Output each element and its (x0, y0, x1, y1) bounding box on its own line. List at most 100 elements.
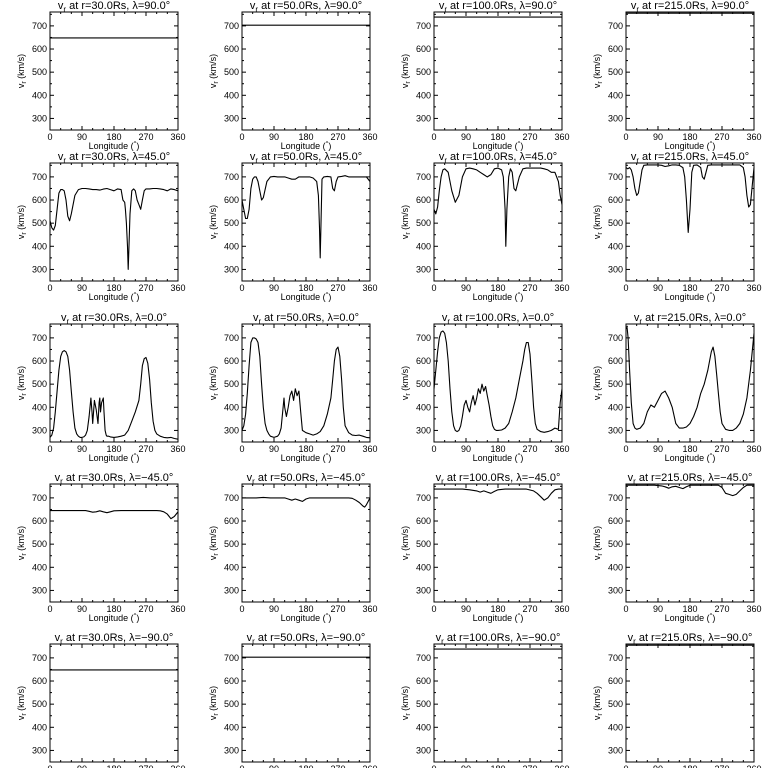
subplot-title-rest: at r=50.0Rs, λ=45.0° (258, 151, 362, 163)
y-tick-label: 700 (608, 493, 623, 503)
x-axis-label-unit: ° (710, 452, 713, 460)
x-axis-label-main: Longitude ( (473, 292, 518, 302)
y-axis-label-sub: r (597, 232, 604, 235)
series-line (242, 496, 371, 508)
x-axis-label-close: ) (520, 141, 523, 151)
subplot-title-sub: r (636, 5, 639, 14)
x-tick-label: 360 (362, 132, 377, 142)
subplot-title: vr at r=100.0Rs, λ=45.0° (439, 151, 557, 165)
x-axis-label: Longitude (°) (473, 140, 524, 151)
y-axis-label: vr (km/s) (592, 205, 604, 239)
y-axis-label-rest: (km/s) (592, 526, 602, 554)
x-tick-label: 360 (362, 283, 377, 293)
x-tick-label: 180 (298, 283, 313, 293)
y-tick-label: 700 (224, 653, 239, 663)
series-line (49, 187, 179, 270)
subplot-title-rest: at r=50.0Rs, λ=0.0° (261, 312, 359, 324)
y-tick-label: 400 (32, 722, 47, 732)
y-tick-label: 400 (32, 241, 47, 251)
x-tick-label: 0 (431, 132, 436, 142)
y-tick-label: 300 (224, 745, 239, 755)
y-tick-label: 400 (416, 241, 431, 251)
y-axis-label: vr (km/s) (16, 686, 28, 720)
x-tick-label: 90 (269, 604, 279, 614)
series-line (50, 510, 179, 520)
y-axis-label: vr (km/s) (208, 686, 220, 720)
y-tick-label: 300 (416, 745, 431, 755)
y-axis-label-rest: (km/s) (16, 526, 26, 554)
x-tick-label: 360 (746, 764, 761, 768)
y-axis-label-rest: (km/s) (592, 366, 602, 394)
subplot-2-2: vr at r=50.0Rs, λ=45.0°0 90 180 270 36030040… (208, 151, 378, 302)
y-tick-label: 400 (224, 241, 239, 251)
y-axis-label-sub: r (597, 553, 604, 556)
y-axis-label-rest: (km/s) (208, 526, 218, 554)
plot-frame (433, 162, 563, 282)
x-axis-label-unit: ° (518, 612, 521, 620)
subplot-title-sub: r (60, 637, 63, 646)
x-axis-label: Longitude (°) (473, 612, 524, 623)
subplot-title: vr at r=30.0Rs, λ=90.0° (58, 0, 170, 14)
y-tick-label: 700 (608, 21, 623, 31)
x-axis-label-main: Longitude ( (281, 141, 326, 151)
y-tick-label: 500 (416, 699, 431, 709)
x-tick-label: 270 (714, 283, 729, 293)
x-axis-label: Longitude (°) (473, 291, 524, 302)
x-tick-label: 270 (522, 132, 537, 142)
plot-frame (49, 323, 179, 443)
x-axis-label: Longitude (°) (281, 452, 332, 463)
y-tick-label: 400 (608, 402, 623, 412)
y-tick-label: 300 (608, 745, 623, 755)
y-tick-label: 600 (224, 356, 239, 366)
x-axis-label-main: Longitude ( (473, 613, 518, 623)
x-tick-label: 180 (682, 283, 697, 293)
plot-frame (433, 11, 563, 131)
x-axis-label: Longitude (°) (89, 612, 140, 623)
y-axis-label: vr (km/s) (16, 205, 28, 239)
x-tick-label: 0 (431, 604, 436, 614)
y-tick-label: 500 (416, 218, 431, 228)
x-tick-label: 270 (522, 764, 537, 768)
x-axis-label-close: ) (136, 453, 139, 463)
y-tick-label: 400 (608, 241, 623, 251)
y-tick-label: 700 (32, 21, 47, 31)
y-tick-label: 300 (416, 425, 431, 435)
x-tick-label: 180 (106, 604, 121, 614)
x-axis-label-unit: ° (134, 452, 137, 460)
series-line (433, 330, 563, 433)
x-tick-label: 90 (461, 132, 471, 142)
series-line (434, 488, 562, 501)
subplot-title-main: v (634, 312, 640, 324)
y-tick-label: 400 (416, 722, 431, 732)
subplot-title-rest: at r=50.0Rs, λ=90.0° (258, 0, 362, 12)
y-axis-label-sub: r (405, 232, 412, 235)
x-axis-label-close: ) (712, 453, 715, 463)
x-tick-label: 90 (269, 283, 279, 293)
y-tick-label: 600 (32, 195, 47, 205)
x-tick-label: 180 (106, 444, 121, 454)
x-tick-label: 90 (461, 444, 471, 454)
x-tick-label: 180 (106, 283, 121, 293)
subplot-title: vr at r=215.0Rs, λ=45.0° (631, 151, 749, 165)
x-axis-label: Longitude (°) (665, 452, 716, 463)
y-axis-label-rest: (km/s) (400, 366, 410, 394)
y-tick-label: 400 (224, 722, 239, 732)
y-tick-label: 400 (224, 562, 239, 572)
subplot-title: vr at r=215.0Rs, λ=0.0° (634, 312, 746, 326)
y-tick-label: 500 (224, 218, 239, 228)
subplot-title-main: v (58, 0, 64, 12)
y-tick-label: 600 (32, 44, 47, 54)
x-tick-label: 90 (653, 444, 663, 454)
y-tick-label: 300 (224, 425, 239, 435)
y-axis-label-sub: r (597, 393, 604, 396)
x-tick-label: 0 (431, 444, 436, 454)
x-tick-label: 180 (298, 444, 313, 454)
y-tick-label: 300 (32, 425, 47, 435)
y-axis-label-rest: (km/s) (208, 686, 218, 714)
x-axis-label-unit: ° (518, 291, 521, 299)
x-axis-label-main: Longitude ( (665, 141, 710, 151)
x-tick-label: 270 (330, 764, 345, 768)
subplot-title-main: v (250, 0, 256, 12)
y-axis-label-main: v (400, 395, 410, 400)
